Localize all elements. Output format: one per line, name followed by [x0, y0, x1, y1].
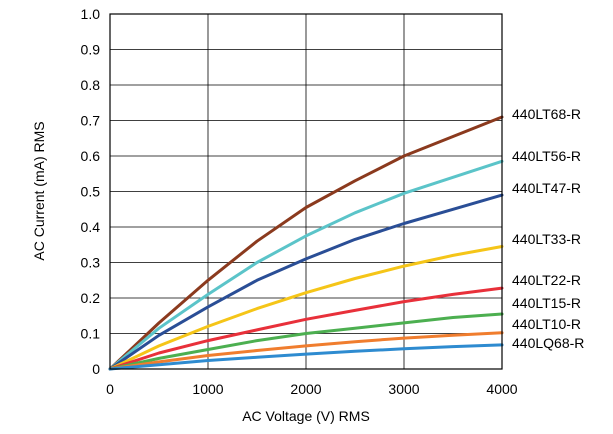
series-label: 440LT15-R — [512, 295, 581, 311]
y-tick-label: 0.3 — [81, 255, 101, 271]
x-tick-label: 2000 — [290, 381, 321, 397]
series-line — [108, 343, 504, 371]
y-axis-title: AC Current (mA) RMS — [31, 121, 47, 260]
y-tick-label: 0.5 — [81, 184, 101, 200]
series-label: 440LT10-R — [512, 316, 581, 332]
series-label: 440LT68-R — [512, 106, 581, 122]
series-line — [108, 331, 504, 371]
series-label: 440LT33-R — [512, 231, 581, 247]
plot-frame — [109, 13, 503, 370]
x-tick-labels: 0 1000 2000 3000 4000 — [106, 381, 518, 397]
y-tick-label: 1.0 — [81, 6, 101, 22]
series-line — [108, 159, 504, 371]
series-line — [108, 115, 504, 371]
x-tick-label: 1000 — [192, 381, 223, 397]
y-tick-label: 0.7 — [81, 113, 101, 129]
y-tick-label: 0.8 — [81, 77, 101, 93]
x-tick-label: 0 — [106, 381, 114, 397]
series-line — [108, 245, 504, 371]
y-tick-label: 0.1 — [81, 326, 101, 342]
series-line — [108, 193, 504, 371]
x-axis-title: AC Voltage (V) RMS — [242, 408, 370, 424]
y-tick-label: 0.6 — [81, 148, 101, 164]
series-label: 440LT47-R — [512, 180, 581, 196]
y-tick-label: 0 — [92, 361, 100, 377]
y-tick-label: 0.9 — [81, 42, 101, 58]
series-label: 440LT56-R — [512, 148, 581, 164]
series-label: 440LQ68-R — [512, 335, 584, 351]
series-label: 440LT22-R — [512, 272, 581, 288]
series-line — [108, 286, 504, 371]
x-tick-label: 4000 — [486, 381, 517, 397]
y-tick-labels: 0 0.1 0.2 0.3 0.4 0.5 0.6 0.7 0.8 0.9 1.0 — [81, 6, 101, 377]
series-line — [108, 312, 504, 371]
y-tick-label: 0.4 — [81, 219, 101, 235]
grid-lines — [110, 14, 502, 369]
series-labels: 440LT68-R 440LT56-R 440LT47-R 440LT33-R 440L… — [512, 106, 584, 351]
y-tick-label: 0.2 — [81, 290, 101, 306]
series-lines — [108, 115, 504, 371]
x-tick-label: 3000 — [388, 381, 419, 397]
